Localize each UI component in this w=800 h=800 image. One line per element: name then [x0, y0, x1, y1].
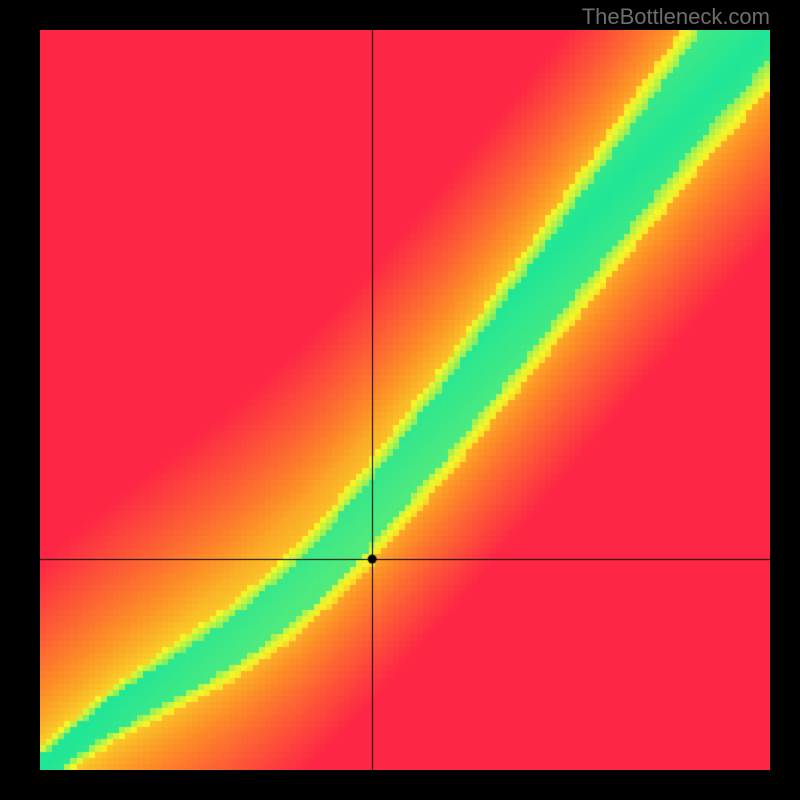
bottleneck-heatmap — [40, 30, 770, 770]
watermark-text: TheBottleneck.com — [582, 4, 770, 30]
